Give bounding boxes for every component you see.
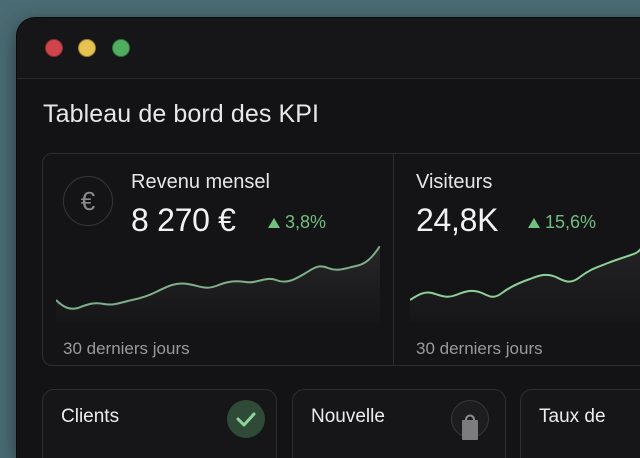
kpi-panel: € Revenu mensel 8 270 € 3,8% 30 derniers… (42, 153, 640, 366)
kpi-card-clients[interactable]: Clients (42, 389, 277, 458)
kpi-period: 30 derniers jours (416, 339, 543, 358)
card-label: Clients (61, 406, 120, 427)
kpi-period: 30 derniers jours (63, 339, 190, 358)
euro-icon: € (63, 176, 113, 226)
visitors-sparkline (410, 248, 640, 322)
page-title: Tableau de bord des KPI (43, 100, 320, 128)
kpi-card-revenue[interactable]: € Revenu mensel 8 270 € 3,8% 30 derniers… (43, 154, 393, 365)
minimize-button[interactable] (78, 39, 96, 57)
trend-up-icon (268, 217, 280, 228)
kpi-delta: 15,6% (528, 212, 596, 233)
kpi-card-rate[interactable]: Taux de (520, 389, 640, 458)
kpi-card-visitors[interactable]: Visiteurs 24,8K 15,6% 30 derniers jours (394, 154, 640, 365)
app-window: Tableau de bord des KPI € Revenu mensel … (17, 18, 640, 458)
kpi-delta: 3,8% (268, 212, 326, 233)
shopping-bag-icon (451, 400, 489, 440)
kpi-value: 24,8K (416, 202, 499, 238)
revenue-sparkline (56, 246, 380, 322)
maximize-button[interactable] (112, 39, 130, 57)
close-button[interactable] (45, 39, 63, 57)
card-label: Taux de (539, 406, 606, 427)
kpi-delta-value: 3,8% (285, 212, 327, 232)
trend-up-icon (528, 217, 540, 228)
check-icon (227, 400, 265, 438)
title-bar (17, 18, 640, 79)
kpi-value: 8 270 € (131, 202, 236, 238)
card-label: Nouvelle (311, 406, 385, 427)
kpi-card-orders[interactable]: Nouvelle (292, 389, 506, 458)
kpi-label: Visiteurs (416, 171, 493, 193)
kpi-label: Revenu mensel (131, 171, 270, 193)
kpi-delta-value: 15,6% (545, 212, 597, 232)
kpi-divider (393, 154, 394, 365)
